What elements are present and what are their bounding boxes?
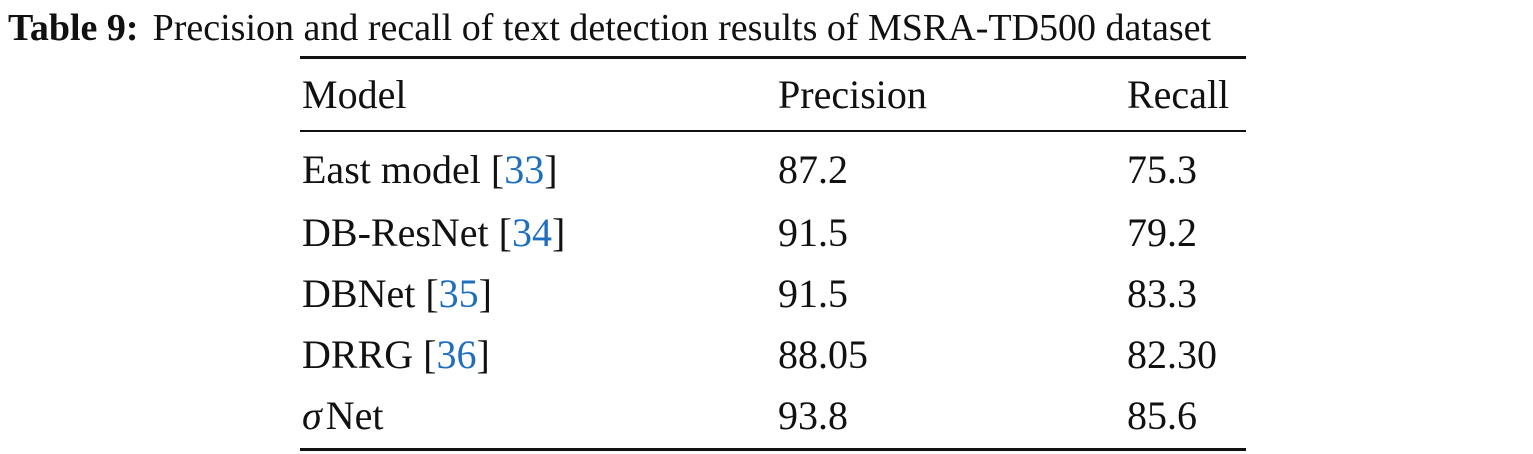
ref-bracket: [ bbox=[490, 147, 505, 192]
model-cell: DB-ResNet [34] bbox=[302, 210, 565, 256]
model-name: East model bbox=[302, 147, 481, 192]
model-cell: DRRG [36] bbox=[302, 332, 490, 378]
model-name: DB-ResNet bbox=[302, 210, 489, 255]
caption-text: Precision and recall of text detection r… bbox=[152, 7, 1212, 49]
ref-bracket: [ bbox=[498, 210, 512, 255]
citation: 35 bbox=[438, 271, 479, 316]
header-cell: Precision bbox=[778, 72, 927, 117]
mid-rule bbox=[300, 130, 1246, 132]
citation: 34 bbox=[511, 210, 552, 255]
ref-bracket: ] bbox=[551, 210, 566, 255]
caption-label: Table 9: bbox=[8, 7, 139, 49]
ref-bracket: ] bbox=[476, 332, 490, 377]
ref-bracket: ] bbox=[544, 147, 558, 192]
precision-cell: 91.5 bbox=[778, 271, 848, 316]
header-cell: Recall bbox=[1127, 72, 1230, 117]
recall-cell: 85.6 bbox=[1127, 393, 1197, 438]
space bbox=[413, 332, 423, 377]
model-cell: σ Net bbox=[302, 393, 384, 439]
citation: 33 bbox=[504, 147, 545, 192]
citation: 36 bbox=[436, 332, 477, 377]
model-cell: DBNet [35] bbox=[302, 271, 492, 317]
precision-cell: 87.2 bbox=[778, 147, 848, 192]
model-name: DBNet bbox=[302, 271, 416, 316]
ref-bracket: ] bbox=[478, 271, 492, 316]
model-cell: East model [33] bbox=[302, 147, 558, 193]
model-symbol: σ bbox=[302, 393, 322, 438]
space bbox=[415, 271, 425, 316]
bottom-rule bbox=[300, 448, 1246, 451]
recall-cell: 79.2 bbox=[1127, 210, 1197, 255]
model-name: Net bbox=[325, 393, 384, 438]
top-rule bbox=[300, 56, 1246, 59]
precision-cell: 93.8 bbox=[778, 393, 848, 438]
space bbox=[489, 210, 499, 255]
ref-bracket: [ bbox=[423, 332, 437, 377]
recall-cell: 83.3 bbox=[1127, 271, 1197, 316]
ref-bracket: [ bbox=[425, 271, 439, 316]
model-name: DRRG bbox=[302, 332, 414, 377]
table-caption: Table 9: Precision and recall of text det… bbox=[8, 6, 1211, 50]
recall-cell: 75.3 bbox=[1127, 147, 1197, 192]
space bbox=[481, 147, 491, 192]
header-cell: Model bbox=[302, 72, 407, 117]
precision-cell: 91.5 bbox=[778, 210, 848, 255]
recall-cell: 82.30 bbox=[1127, 332, 1217, 377]
precision-cell: 88.05 bbox=[778, 332, 868, 377]
